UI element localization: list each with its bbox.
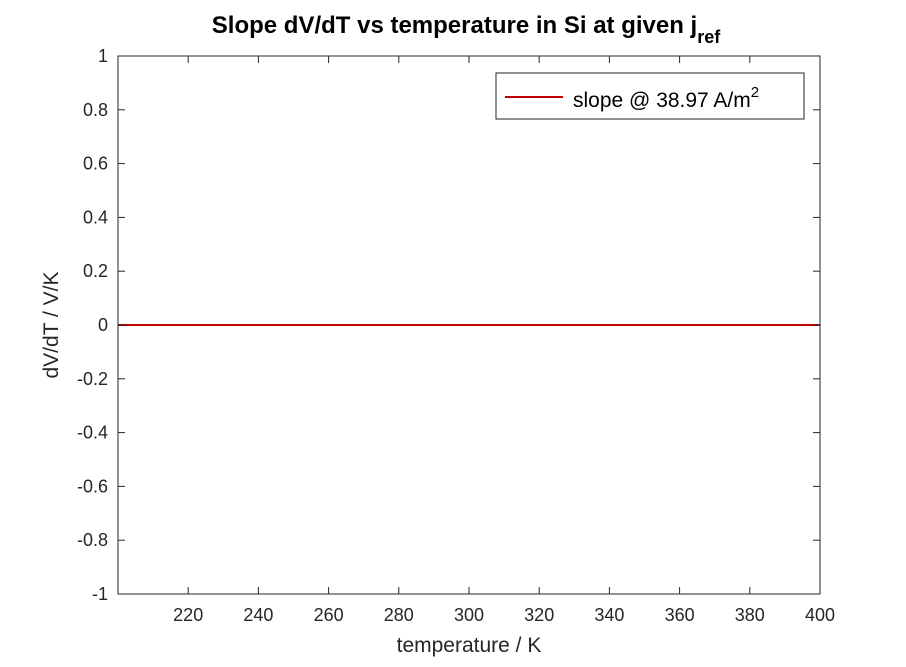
y-tick-label: 0.4	[83, 207, 108, 227]
tick-layer: 220 240 260 280 300 320 340 360 380 400 -1 -0.8 -0.6…	[77, 46, 835, 625]
chart-title: Slope dV/dT vs temperature in Si at give…	[212, 12, 721, 47]
x-tick-label: 260	[314, 605, 344, 625]
x-tick-label: 220	[173, 605, 203, 625]
y-axis-label: dV/dT / V/K	[40, 272, 63, 379]
y-tick-label: 0.6	[83, 154, 108, 174]
chart-title-main: Slope dV/dT vs temperature in Si at give…	[212, 12, 697, 39]
y-tick-label: 0	[98, 315, 108, 335]
y-tick-label: -0.6	[77, 476, 108, 496]
y-tick-label: 0.2	[83, 261, 108, 281]
x-tick-label: 320	[524, 605, 554, 625]
legend-label: slope @ 38.97 A/m2	[573, 84, 759, 112]
x-tick-label: 380	[735, 605, 765, 625]
y-tick-label: 1	[98, 46, 108, 66]
x-axis-label: temperature / K	[397, 634, 542, 657]
legend-label-main: slope @ 38.97 A/m	[573, 89, 751, 112]
legend-label-superscript: 2	[751, 84, 759, 101]
y-tick-label: -0.8	[77, 530, 108, 550]
chart-title-subscript: ref	[697, 27, 721, 47]
y-tick-label: -0.4	[77, 423, 108, 443]
x-tick-label: 280	[384, 605, 414, 625]
y-tick-label: 0.8	[83, 100, 108, 120]
x-tick-label: 300	[454, 605, 484, 625]
x-tick-label: 400	[805, 605, 835, 625]
x-tick-label: 340	[594, 605, 624, 625]
y-tick-label: -0.2	[77, 369, 108, 389]
x-tick-label: 360	[665, 605, 695, 625]
legend[interactable]: slope @ 38.97 A/m2	[495, 72, 805, 120]
x-tick-label: 240	[243, 605, 273, 625]
plot-box	[117, 55, 821, 595]
y-tick-label: -1	[92, 584, 108, 604]
